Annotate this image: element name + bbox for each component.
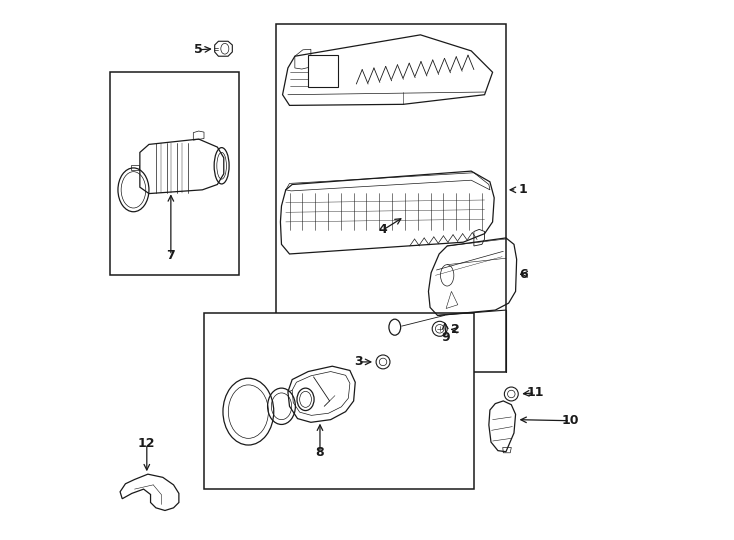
Text: 12: 12 — [138, 437, 156, 450]
Bar — [276, 24, 506, 372]
Text: 11: 11 — [526, 387, 544, 400]
Text: 8: 8 — [316, 446, 324, 460]
Text: 5: 5 — [195, 43, 203, 56]
Text: 3: 3 — [354, 355, 363, 368]
Text: 10: 10 — [562, 414, 579, 427]
Text: 7: 7 — [167, 249, 175, 262]
Text: 2: 2 — [451, 323, 459, 336]
Text: 4: 4 — [379, 224, 388, 237]
Text: 6: 6 — [519, 268, 528, 281]
Text: 9: 9 — [442, 332, 451, 345]
Bar — [110, 72, 239, 275]
Bar — [308, 55, 338, 87]
Text: 1: 1 — [519, 184, 528, 197]
Bar — [204, 313, 474, 489]
